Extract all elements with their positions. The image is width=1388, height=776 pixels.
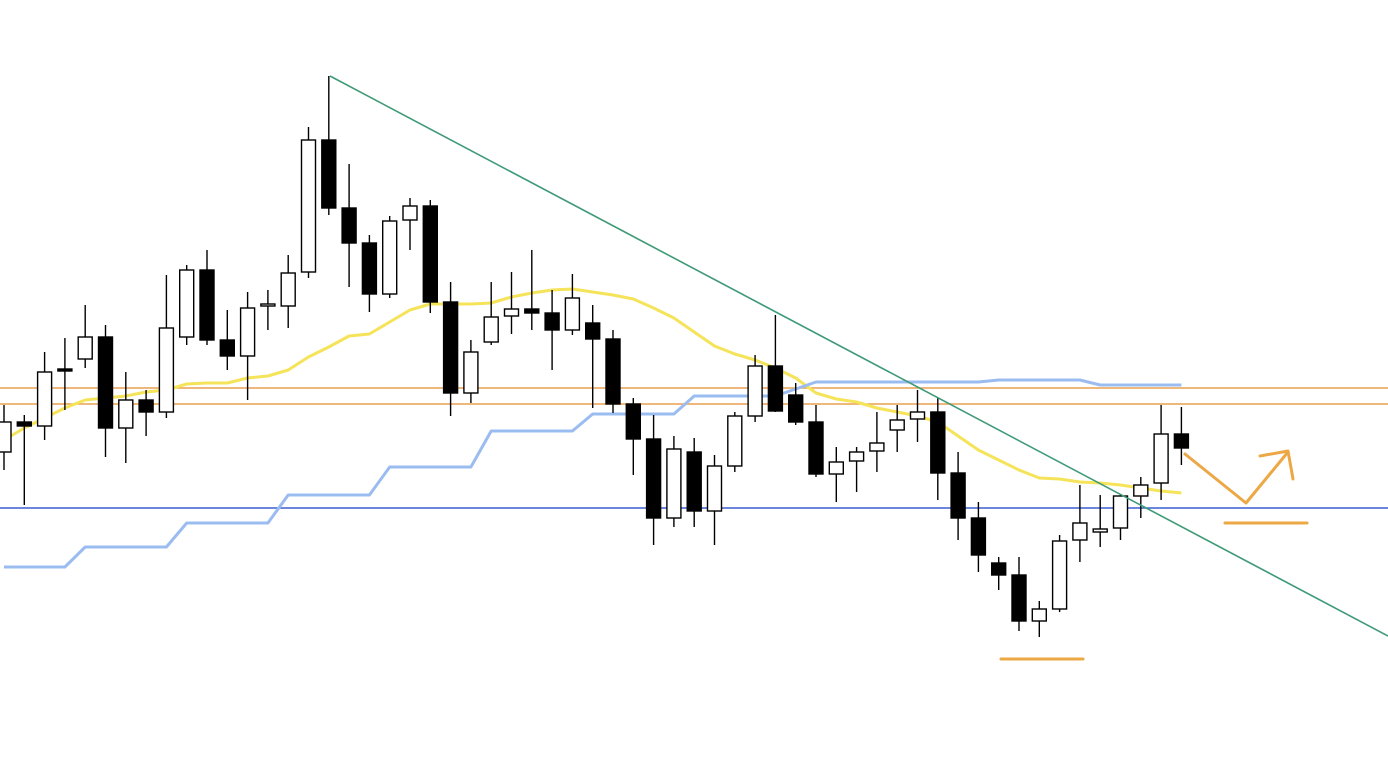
candle-body bbox=[36, 371, 53, 427]
candle-body bbox=[1092, 528, 1108, 533]
candle-body bbox=[706, 465, 723, 512]
candle-body bbox=[544, 312, 560, 331]
candle-body bbox=[442, 301, 459, 394]
candle-body bbox=[666, 448, 682, 519]
candle-body bbox=[300, 139, 317, 273]
trendline bbox=[329, 75, 1388, 637]
candle-body bbox=[686, 451, 702, 512]
candle-body bbox=[524, 308, 540, 314]
candle-body bbox=[483, 316, 499, 343]
candle-body bbox=[118, 399, 134, 429]
candle-body bbox=[57, 368, 73, 372]
candle-body bbox=[382, 220, 398, 295]
candle-body bbox=[422, 205, 438, 303]
candle-body bbox=[0, 421, 12, 453]
candle-body bbox=[341, 207, 357, 244]
candle-body bbox=[463, 351, 479, 394]
candle-body bbox=[16, 421, 32, 427]
candle-body bbox=[361, 242, 378, 295]
candle-body bbox=[950, 472, 966, 519]
candle-body bbox=[625, 403, 641, 440]
candle-body bbox=[1051, 540, 1068, 610]
candle-body bbox=[869, 442, 885, 452]
plot bbox=[0, 76, 1388, 637]
candle-body bbox=[1072, 522, 1088, 541]
candle-body bbox=[564, 297, 581, 331]
candle-body bbox=[889, 419, 905, 431]
candle-body bbox=[585, 322, 601, 340]
candle-body bbox=[503, 308, 520, 317]
candle-body bbox=[909, 411, 926, 420]
candle-body bbox=[991, 562, 1007, 576]
candle-body bbox=[747, 365, 763, 417]
candle-body bbox=[1153, 433, 1169, 484]
series-line bbox=[3, 287, 1182, 495]
candle-body bbox=[1133, 484, 1149, 497]
arrow-head bbox=[1258, 449, 1295, 481]
candle-body bbox=[788, 394, 804, 423]
candle-body bbox=[138, 399, 154, 413]
series-line bbox=[4, 378, 1182, 569]
candle-body bbox=[219, 339, 236, 357]
candle-body bbox=[767, 365, 784, 412]
candle-body bbox=[199, 269, 215, 341]
candle-body bbox=[321, 139, 337, 209]
candle-body bbox=[848, 451, 865, 462]
candle-body bbox=[402, 205, 418, 221]
arrow bbox=[1183, 450, 1290, 505]
candle-body bbox=[239, 307, 256, 357]
candle-body bbox=[178, 269, 195, 338]
candle-body bbox=[645, 438, 662, 519]
candle-body bbox=[1173, 433, 1190, 449]
candle-body bbox=[1011, 574, 1027, 622]
candle-body bbox=[727, 415, 743, 467]
annotation bbox=[999, 449, 1309, 661]
candle-body bbox=[1112, 495, 1129, 529]
candle-body bbox=[158, 327, 175, 413]
candle-body bbox=[260, 303, 276, 307]
candle-body bbox=[605, 338, 621, 405]
candle-body bbox=[828, 461, 844, 475]
candle-body bbox=[97, 336, 114, 429]
candle-body bbox=[77, 336, 93, 360]
candle-body bbox=[970, 517, 987, 556]
candle-body bbox=[930, 411, 946, 474]
candle-body bbox=[808, 421, 824, 475]
candle-body bbox=[1031, 608, 1048, 622]
candle-body bbox=[280, 272, 296, 307]
